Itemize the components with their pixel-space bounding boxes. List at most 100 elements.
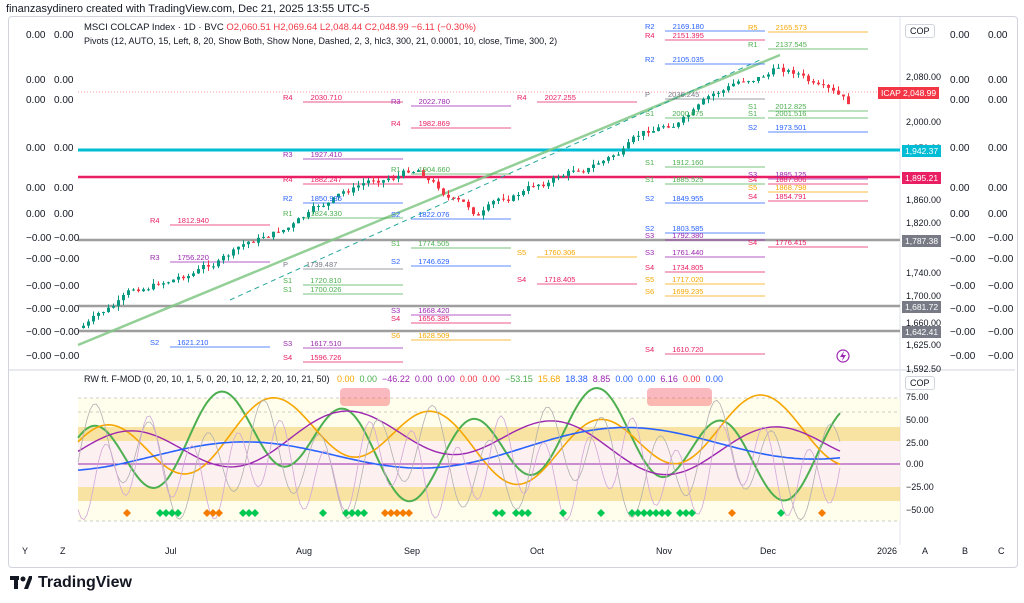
pivot-level-value: 1812.940 — [177, 216, 209, 225]
signal-diamond — [524, 509, 532, 517]
pivot-level-name: R1 — [748, 40, 758, 49]
pivot-level-name: R4 — [517, 93, 527, 102]
pivot-level-name: S5 — [645, 275, 655, 284]
pivot-label: S4 1596.726 — [283, 353, 341, 362]
pivot-level-name: S2 — [645, 224, 655, 233]
axis-value: 0.00 — [54, 95, 74, 106]
pivot-level-name: S3 — [748, 170, 758, 179]
candlesticks[interactable] — [82, 63, 850, 329]
oscillator-legend[interactable]: RW ft. F-MOD (0, 20, 10, 1, 5, 0, 20, 10… — [84, 374, 723, 384]
price-tick: 1,740.00 — [906, 268, 942, 278]
oscillator-signals — [123, 509, 826, 517]
pivot-level-value: 1621.210 — [177, 338, 209, 347]
time-tick: Y — [22, 546, 29, 556]
pivot-label: R2 2169.180 — [645, 22, 704, 31]
pivot-label: R3 1756.220 — [150, 253, 209, 262]
pivot-level-value: 1628.509 — [418, 331, 450, 340]
signal-diamond — [348, 509, 356, 517]
signal-diamond — [658, 509, 666, 517]
pivot-level-name: S4 — [391, 314, 401, 323]
oscillator-value: 0.00 — [482, 374, 500, 384]
high-value: H2,069.64 — [273, 22, 318, 33]
currency-selector[interactable]: COP — [905, 24, 935, 38]
pivot-level-value: 2036.245 — [668, 90, 700, 99]
axis-value: −0.00 — [54, 327, 80, 338]
signal-diamond — [492, 509, 500, 517]
oscillator-value: −46.22 — [382, 374, 410, 384]
pivot-label: S2 1973.501 — [748, 123, 806, 132]
pivot-level-value: 1668.420 — [418, 306, 450, 315]
pivot-label: S1 2000.675 — [645, 109, 703, 118]
pivot-level-value: 1854.791 — [775, 192, 807, 201]
pivot-label: S1 1720.810 — [283, 276, 341, 285]
axis-value: 0.00 — [26, 183, 46, 194]
symbol-legend[interactable]: MSCI COLCAP Index · 1D · BVC O2,060.51 H… — [84, 22, 476, 33]
pivot-level-name: S4 — [645, 345, 655, 354]
axis-value: −0.00 — [54, 233, 80, 244]
pivot-level-name: S1 — [391, 239, 401, 248]
osc-currency-selector[interactable]: COP — [905, 376, 935, 390]
alert-lightning-icon[interactable] — [836, 349, 850, 363]
pivot-label: S5 1760.306 — [517, 248, 575, 257]
signal-diamond — [728, 509, 736, 517]
axis-value: 0.00 — [54, 30, 74, 41]
axis-value: −0.00 — [26, 327, 52, 338]
axis-value: 0.00 — [988, 183, 1008, 194]
pivot-level-value: 2165.573 — [775, 23, 807, 32]
axis-value: 0.00 — [26, 30, 46, 41]
pivot-label: S2 1803.585 — [645, 224, 703, 233]
pivot-label: S3 1668.420 — [391, 306, 449, 315]
pivot-label: S2 1621.210 — [150, 338, 208, 347]
symbol-name[interactable]: MSCI COLCAP Index · 1D · BVC — [84, 22, 224, 33]
pivot-level-name: R2 — [645, 55, 655, 64]
pivot-label: S4 1776.415 — [748, 238, 806, 247]
pivot-label: S1 2001.516 — [748, 109, 806, 118]
axis-value: −0.00 — [988, 304, 1014, 315]
price-tick: 1,625.00 — [906, 340, 942, 350]
time-tick: Oct — [530, 546, 545, 556]
signal-diamond — [399, 509, 407, 517]
signal-diamond — [123, 509, 131, 517]
pivot-level-name: S6 — [391, 331, 401, 340]
pivot-level-value: 1850.935 — [310, 194, 342, 203]
axis-value: −0.00 — [988, 281, 1014, 292]
pivot-level-name: S2 — [748, 123, 758, 132]
pivot-label: R3 2022.780 — [391, 97, 450, 106]
signal-diamond — [239, 509, 247, 517]
signal-diamond — [628, 509, 636, 517]
pivot-level-value: 1927.410 — [310, 150, 342, 159]
open-value: O2,060.51 — [226, 22, 271, 33]
axis-value: −0.00 — [988, 327, 1014, 338]
oscillator-value: 0.00 — [615, 374, 633, 384]
pivot-level-value: 1803.585 — [672, 224, 704, 233]
close-value: C2,048.99 — [364, 22, 409, 33]
pivot-label: R4 1812.940 — [150, 216, 209, 225]
price-tag-value: 1,942.37 — [905, 146, 939, 156]
time-tick: Aug — [296, 546, 313, 556]
signal-diamond — [512, 509, 520, 517]
oscillator-name[interactable]: RW ft. F-MOD (0, 20, 10, 1, 5, 0, 20, 10… — [84, 374, 330, 384]
axis-value: −0.00 — [950, 281, 976, 292]
pivot-level-value: 1774.505 — [418, 239, 450, 248]
oscillator-lines — [77, 386, 841, 521]
price-tag-value: 1,681.72 — [905, 302, 939, 312]
signal-diamond — [360, 509, 368, 517]
pivot-label: R1 2137.545 — [748, 40, 807, 49]
pivot-level-value: 1760.306 — [544, 248, 576, 257]
signal-diamond — [498, 509, 506, 517]
time-tick: Dec — [760, 546, 777, 556]
pivot-level-name: R2 — [645, 22, 655, 31]
pivot-label: P 2036.245 — [645, 90, 699, 99]
axis-value: 0.00 — [950, 183, 970, 194]
price-tick: 2,000.00 — [906, 117, 942, 127]
tradingview-logo-icon — [10, 576, 32, 589]
signal-diamond — [168, 509, 176, 517]
pivots-legend[interactable]: Pivots (12, AUTO, 15, Left, 8, 20, Show … — [84, 36, 558, 46]
axis-value: 0.00 — [26, 95, 46, 106]
axis-value: −0.00 — [950, 327, 976, 338]
axis-value: 0.00 — [26, 75, 46, 86]
price-tick: 1,820.00 — [906, 218, 942, 228]
pivot-level-name: S5 — [517, 248, 527, 257]
pivot-level-name: S4 — [645, 263, 655, 272]
